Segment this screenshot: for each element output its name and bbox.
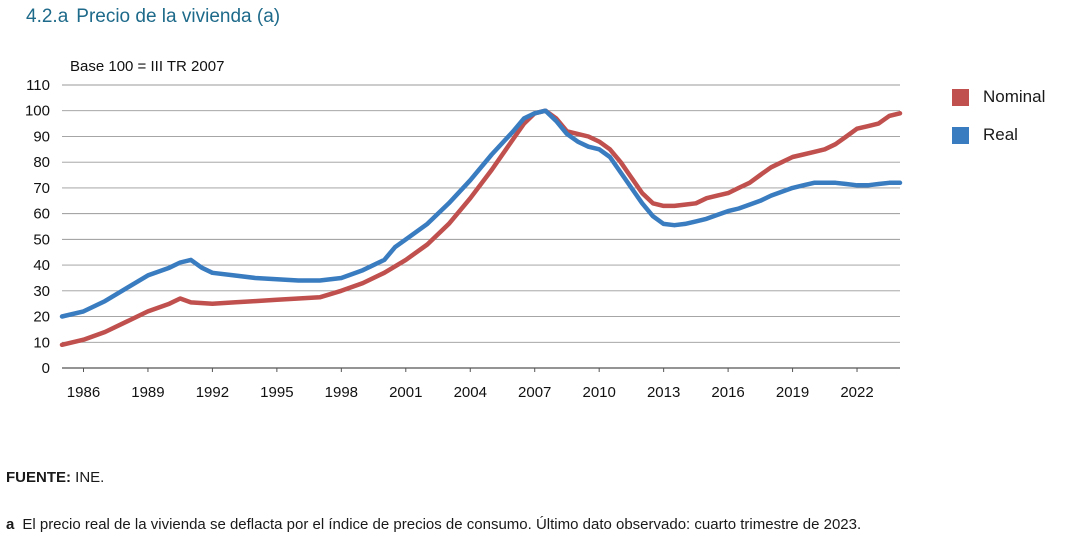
y-axis-ticks: 0 10 20 30 40 50 60 70 80 90 100 110 — [25, 77, 50, 377]
y-tick-label-110: 110 — [26, 77, 50, 94]
series-lines — [59, 108, 903, 348]
x-tick-label-1986: 1986 — [67, 384, 100, 401]
x-tick-label-2010: 2010 — [582, 384, 615, 401]
x-tick-label-2004: 2004 — [454, 384, 487, 401]
grid-lines — [62, 84, 900, 369]
footnote-label: a — [6, 516, 15, 533]
y-tick-label-70: 70 — [33, 180, 50, 197]
y-tick-label-0: 0 — [42, 360, 50, 377]
legend-label-nominal: Nominal — [983, 87, 1046, 106]
legend: Nominal Real — [952, 78, 1045, 154]
x-tick-label-1995: 1995 — [260, 384, 293, 401]
legend-swatch-nominal — [952, 88, 969, 106]
x-tick-label-1989: 1989 — [131, 384, 164, 401]
x-tick-label-1992: 1992 — [196, 384, 229, 401]
y-tick-label-50: 50 — [33, 231, 50, 248]
x-tick-label-2013: 2013 — [647, 384, 680, 401]
x-tick-label-2019: 2019 — [776, 384, 809, 401]
y-tick-label-30: 30 — [33, 283, 50, 300]
legend-item-real: Real — [952, 116, 1045, 154]
y-tick-label-40: 40 — [33, 257, 50, 274]
x-axis-ticks: 1986 1989 1992 1995 1998 2001 2004 2007 2010 2013… — [67, 368, 874, 401]
x-tick-label-1998: 1998 — [325, 384, 358, 401]
series-line-real — [59, 108, 903, 319]
chart-title: 4.2.a Precio de la vivienda (a) — [26, 6, 280, 28]
series-line-nominal — [59, 108, 903, 348]
footnote: a El precio real de la vivienda se deflac… — [6, 516, 861, 533]
y-tick-label-10: 10 — [33, 334, 50, 351]
chart-title-text: Precio de la vivienda (a) — [76, 6, 281, 27]
y-tick-label-100: 100 — [25, 103, 50, 120]
legend-label-real: Real — [983, 125, 1018, 144]
x-tick-label-2022: 2022 — [840, 384, 873, 401]
y-axis-unit-label: Base 100 = III TR 2007 — [70, 58, 225, 75]
source-line: FUENTE: INE. — [6, 469, 104, 486]
legend-swatch-real — [952, 126, 969, 144]
source-label: FUENTE: — [6, 469, 71, 486]
y-tick-label-20: 20 — [33, 309, 50, 326]
y-tick-label-60: 60 — [33, 206, 50, 223]
x-tick-label-2016: 2016 — [711, 384, 744, 401]
footnote-text: El precio real de la vivienda se deflact… — [22, 516, 862, 533]
legend-item-nominal: Nominal — [952, 78, 1045, 116]
x-tick-label-2001: 2001 — [389, 384, 422, 401]
source-text: INE. — [71, 469, 105, 486]
y-tick-label-90: 90 — [33, 128, 50, 145]
x-tick-label-2007: 2007 — [518, 384, 551, 401]
chart-number: 4.2.a — [26, 6, 69, 27]
y-tick-label-80: 80 — [33, 154, 50, 171]
